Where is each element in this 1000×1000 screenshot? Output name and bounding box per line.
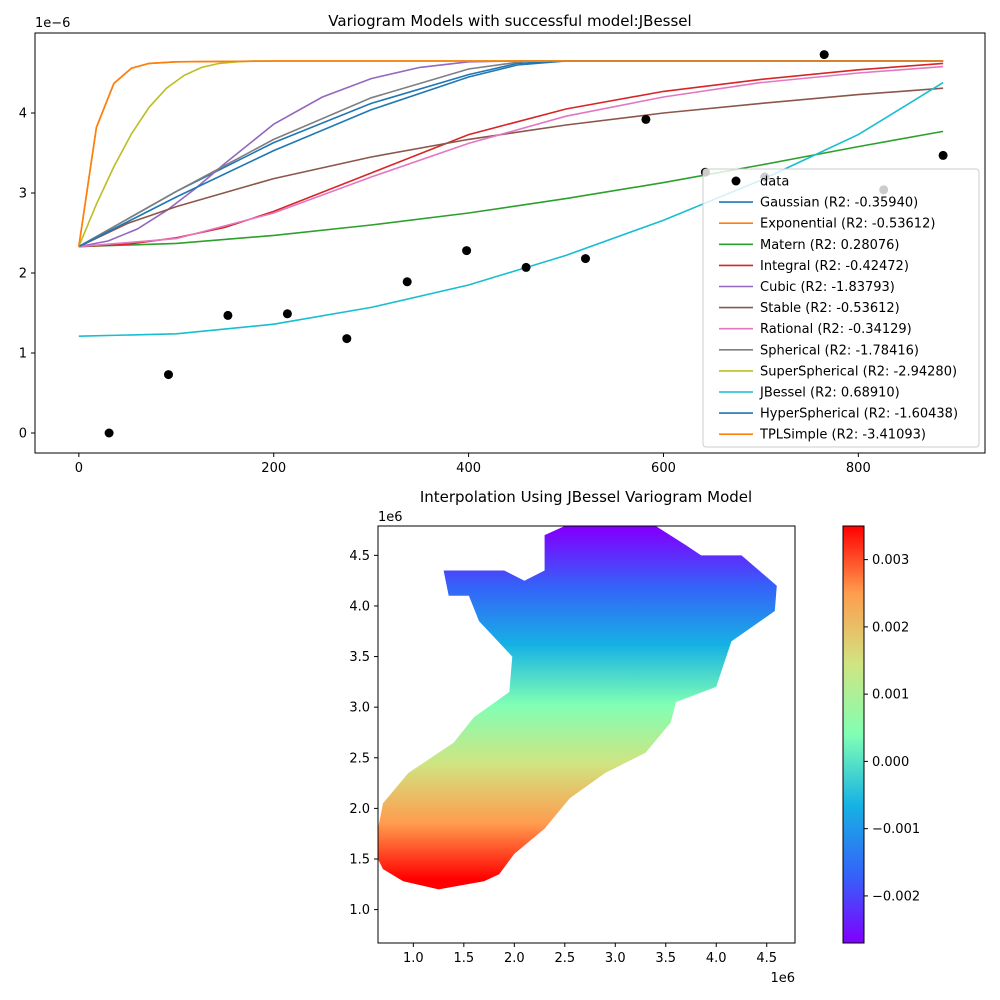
series-line-2 [78, 130, 944, 248]
y-tick-label: 3.5 [349, 650, 370, 665]
legend-label: Cubic (R2: -1.83793) [760, 280, 895, 295]
variogram-plot-frame [34, 32, 986, 454]
y-tick-label: 2 [19, 267, 27, 282]
x-tick-label: 3.0 [605, 951, 626, 966]
y-tick-label: 4.5 [349, 549, 370, 564]
variogram-chart: Variogram Models with successful model:J… [19, 12, 986, 476]
x-tick-label: 200 [261, 461, 286, 476]
legend-label: Gaussian (R2: -0.35940) [760, 196, 918, 211]
data-point [342, 334, 352, 344]
x-tick-label: 400 [456, 461, 481, 476]
colorbar-axis: 0.003 0.002 0.001 0.000 −0.001 −0.002 [864, 553, 920, 904]
data-point [402, 277, 412, 287]
y-tick-label: 1.0 [349, 903, 370, 918]
data-point [819, 50, 829, 60]
y-tick-label: 0 [19, 427, 27, 442]
series-line-11 [78, 60, 944, 247]
x-tick-label: 4.5 [756, 951, 777, 966]
interpolated-region [378, 526, 777, 890]
data-point [521, 262, 531, 272]
data-point [581, 254, 590, 264]
colorbar-tick-label: 0.000 [872, 755, 909, 770]
legend-label: TPLSimple (R2: -3.41093) [759, 428, 926, 443]
y-tick-label: 2.5 [349, 751, 370, 766]
legend-label: SuperSpherical (R2: -2.94280) [760, 364, 957, 379]
legend-label: Stable (R2: -0.53612) [760, 301, 900, 316]
data-point [641, 114, 651, 124]
variogram-chart-title: Variogram Models with successful model:J… [328, 12, 691, 30]
legend-label: data [760, 175, 789, 190]
interpolation-chart-title: Interpolation Using JBessel Variogram Mo… [420, 488, 752, 506]
y-tick-label: 1.5 [349, 852, 370, 867]
interpolation-y-axis: 1.0 1.5 2.0 2.5 3.0 3.5 4.0 4.5 [349, 549, 378, 918]
x-tick-label: 800 [846, 461, 871, 476]
series-line-9 [78, 81, 944, 337]
interpolation-plot-frame [377, 525, 796, 944]
variogram-y-axis: 0 1 2 3 4 [19, 107, 35, 442]
x-tick-label: 600 [651, 461, 676, 476]
x-tick-label: 1.5 [453, 951, 474, 966]
colorbar-tick-label: 0.002 [872, 620, 909, 635]
interpolation-x-offset-label: 1e6 [770, 971, 795, 986]
colorbar-tick-label: 0.003 [872, 553, 909, 568]
legend-label: Exponential (R2: -0.53612) [760, 217, 935, 232]
colorbar-tick-label: −0.001 [872, 822, 920, 837]
colorbar [842, 525, 865, 944]
interpolation-x-axis: 1.0 1.5 2.0 2.5 3.0 3.5 4.0 4.5 [403, 943, 777, 966]
x-tick-label: 2.0 [504, 951, 525, 966]
legend-label: Rational (R2: -0.34129) [760, 322, 912, 337]
series-line-5 [78, 87, 944, 248]
interpolation-chart: Interpolation Using JBessel Variogram Mo… [349, 488, 920, 986]
data-point [104, 428, 114, 438]
y-tick-label: 4 [19, 107, 27, 122]
data-point [462, 246, 472, 256]
interpolation-y-offset-label: 1e6 [378, 510, 403, 525]
data-point [282, 309, 292, 319]
y-tick-label: 1 [19, 347, 27, 362]
variogram-x-axis: 0 200 400 600 800 [75, 453, 871, 476]
x-tick-label: 0 [75, 461, 83, 476]
variogram-model-lines [78, 60, 944, 337]
y-tick-label: 3 [19, 187, 27, 202]
legend-box [702, 168, 980, 448]
colorbar-tick-label: 0.001 [872, 688, 909, 703]
y-tick-label: 2.0 [349, 802, 370, 817]
data-point [223, 310, 233, 320]
data-point [938, 150, 948, 160]
legend-label: Integral (R2: -0.42472) [760, 259, 909, 274]
legend-marker [731, 176, 741, 186]
x-tick-label: 3.5 [655, 951, 676, 966]
colorbar-tick-label: −0.002 [872, 889, 920, 904]
variogram-legend: data Gaussian (R2: -0.35940) Exponential (… [702, 168, 980, 448]
data-point [164, 370, 173, 380]
legend-label: Spherical (R2: -1.78416) [760, 343, 919, 358]
y-tick-label: 4.0 [349, 599, 370, 614]
legend-label: JBessel (R2: 0.68910) [759, 386, 900, 401]
x-tick-label: 2.5 [554, 951, 575, 966]
x-tick-label: 1.0 [403, 951, 424, 966]
variogram-y-scale-label: 1e−6 [35, 16, 70, 31]
legend-label: HyperSpherical (R2: -1.60438) [760, 407, 958, 422]
x-tick-label: 4.0 [706, 951, 727, 966]
legend-label: Matern (R2: 0.28076) [760, 238, 899, 253]
series-line-6 [78, 65, 944, 248]
y-tick-label: 3.0 [349, 701, 370, 716]
